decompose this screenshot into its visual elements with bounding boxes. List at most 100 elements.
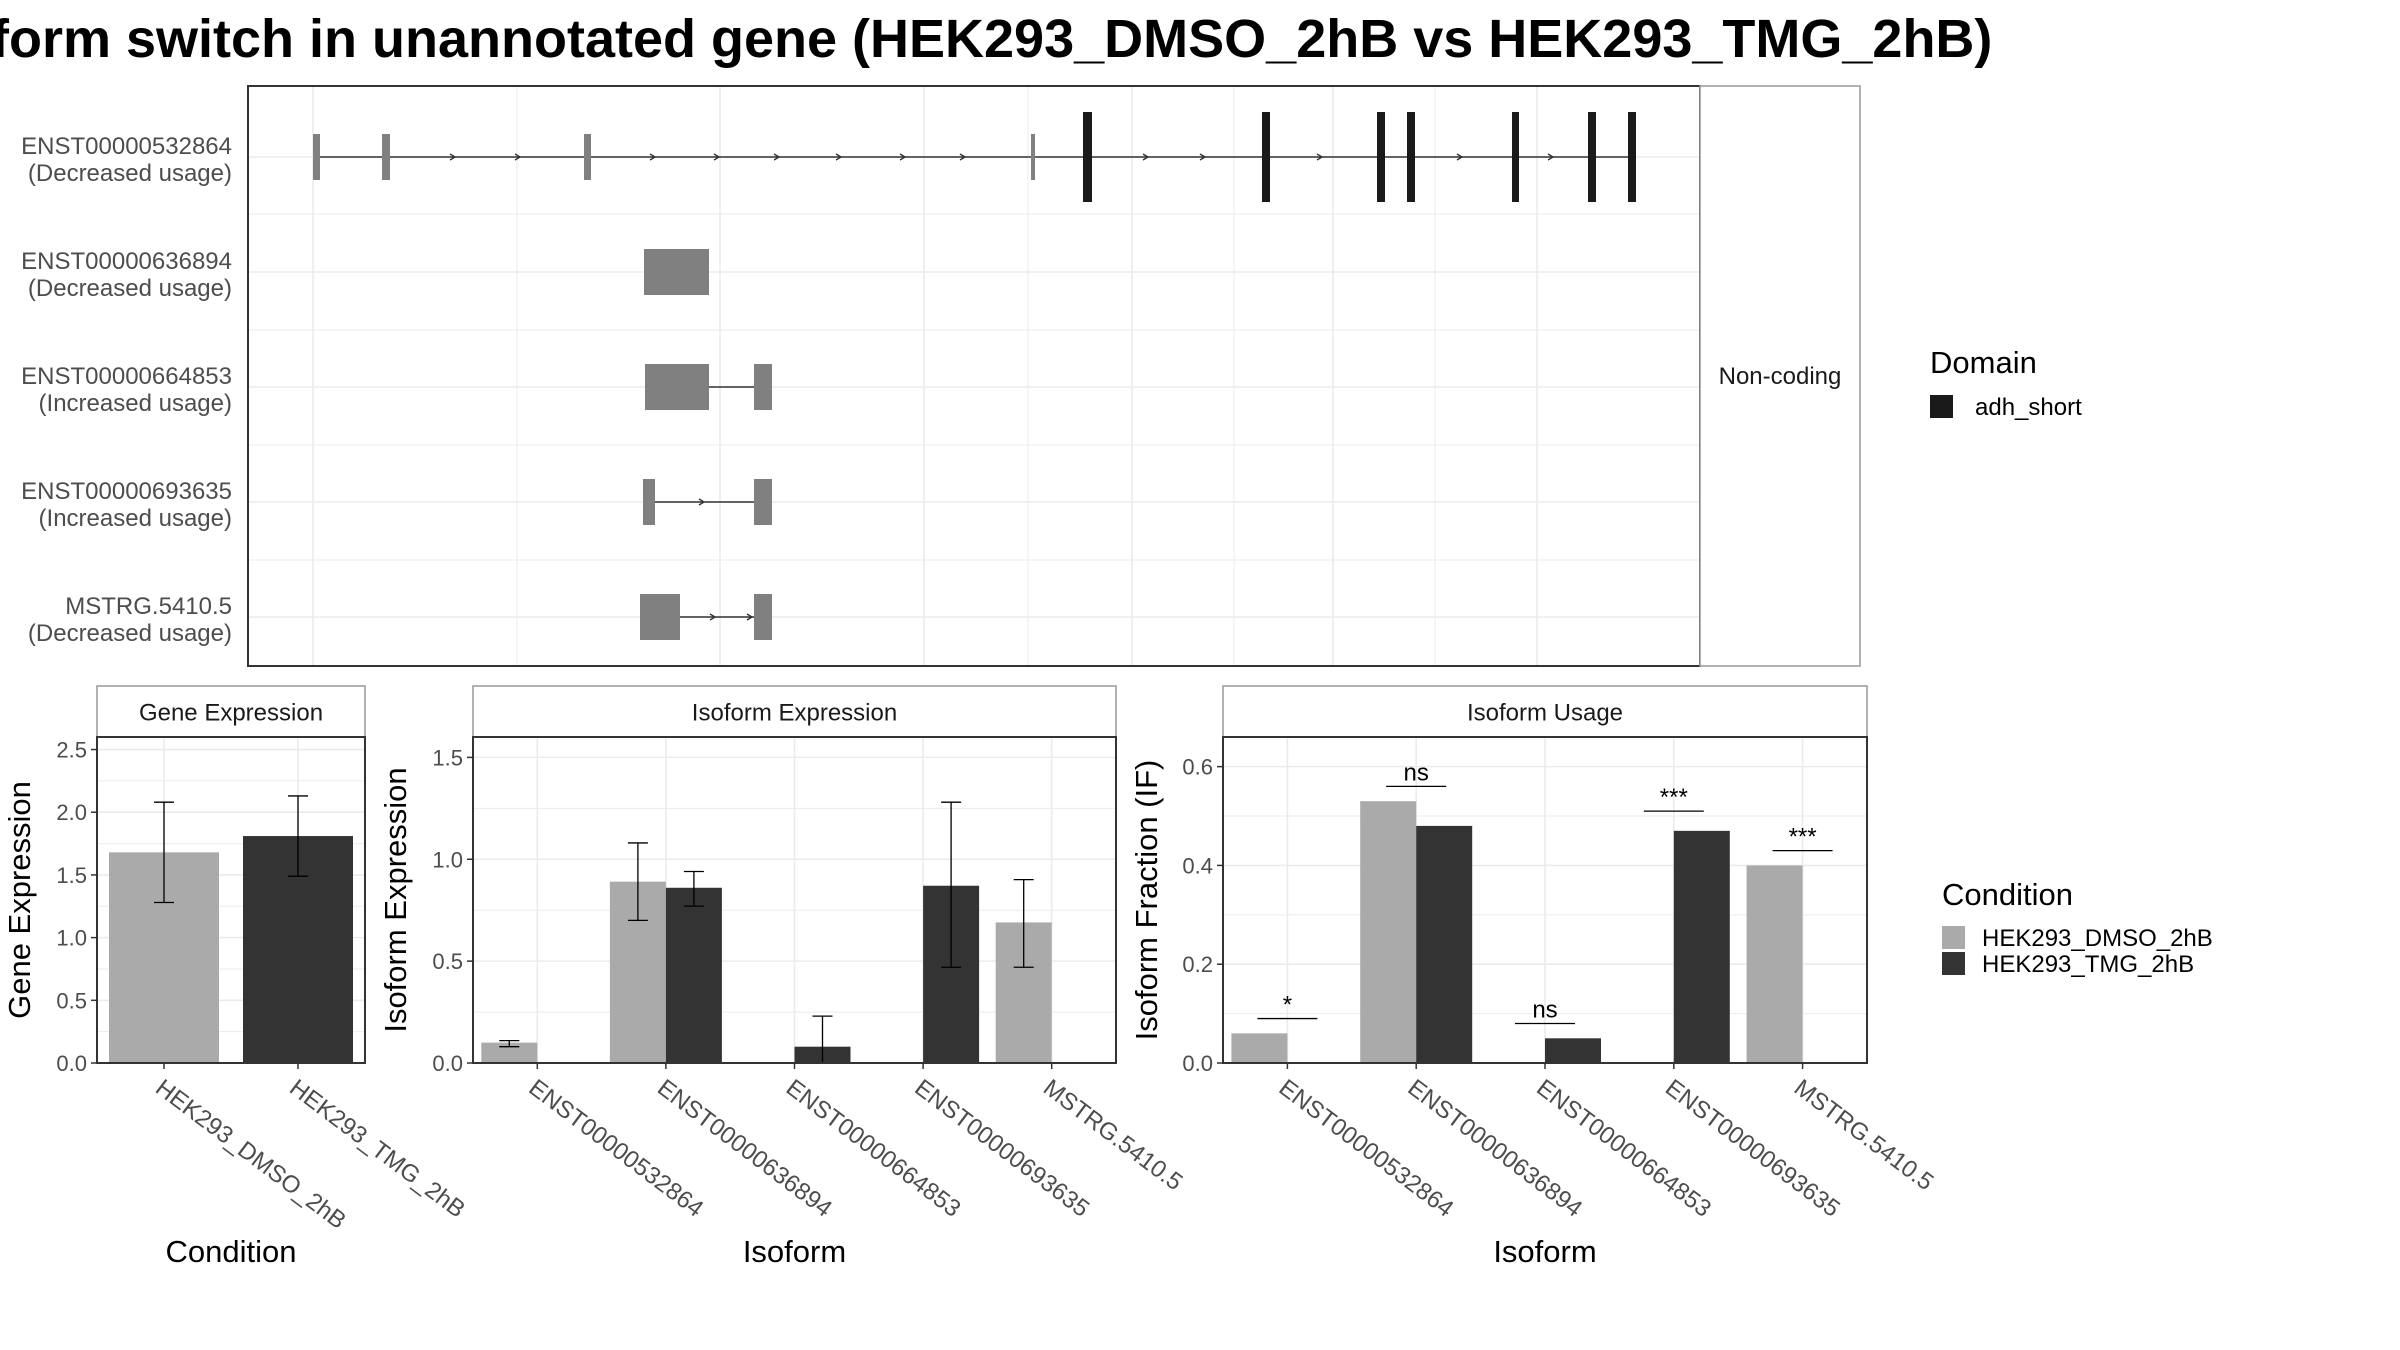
strand-arrow	[835, 153, 843, 161]
strand-arrow	[1199, 153, 1207, 161]
y-tick-label: 0.5	[56, 988, 87, 1013]
isoform-usage-panel: Isoform Usage*nsns******0.00.20.40.6ENST…	[1129, 685, 1938, 1269]
bar	[665, 887, 722, 1063]
strand-arrow	[1456, 153, 1464, 161]
strand-arrow	[449, 153, 457, 161]
strand-arrow	[899, 153, 907, 161]
structure-panel-background	[248, 86, 1700, 666]
panel-strip	[472, 685, 1117, 738]
figure-title: oform switch in unannotated gene (HEK293…	[0, 9, 1992, 69]
significance-label: ns	[1532, 996, 1557, 1023]
x-axis-title: Condition	[166, 1234, 297, 1269]
y-axis-title: Gene Expression	[2, 781, 37, 1019]
x-axis-title: Isoform	[1493, 1234, 1596, 1269]
panel-strip-label: Gene Expression	[139, 700, 323, 727]
domain-legend-title: Domain	[1930, 345, 2037, 380]
condition-legend-label-dmso: HEK293_DMSO_2hB	[1982, 925, 2213, 952]
strand-arrow	[514, 153, 522, 161]
strand-arrow	[649, 153, 657, 161]
y-axis-title: Isoform Expression	[378, 767, 413, 1032]
y-tick-label: 0.2	[1182, 952, 1213, 977]
exon	[754, 594, 772, 640]
y-tick-label: 0.0	[432, 1051, 463, 1076]
y-tick-label: 1.0	[56, 926, 87, 951]
significance-label: ***	[1789, 824, 1817, 851]
bars	[1231, 801, 1839, 1064]
region-strip-label: Non-coding	[1719, 363, 1842, 390]
panel-strip-label: Isoform Expression	[692, 700, 897, 727]
structure-tracks	[313, 112, 1636, 640]
y-tick-label: 2.5	[56, 738, 87, 763]
bars	[109, 795, 353, 1063]
exon	[640, 594, 680, 640]
strand-arrow	[959, 153, 967, 161]
isoform-id-label: ENST00000693635	[21, 478, 232, 505]
significance-label: *	[1283, 992, 1292, 1019]
isoform-expression-panel: Isoform Expression0.00.51.01.5ENST000005…	[378, 685, 1187, 1269]
domain-exon	[1407, 112, 1415, 202]
strand-arrow	[773, 153, 781, 161]
isoform-usage-label: (Decreased usage)	[28, 275, 232, 302]
domain-exon	[1377, 112, 1385, 202]
bar	[481, 1042, 538, 1063]
isoform-id-label: ENST00000636894	[21, 248, 232, 275]
exon	[754, 364, 772, 410]
condition-legend-title: Condition	[1942, 877, 2073, 912]
exon	[644, 249, 709, 295]
panel-border	[96, 736, 366, 1064]
y-tick-label: 0.0	[56, 1051, 87, 1076]
bar	[1360, 801, 1417, 1063]
y-tick-label: 1.5	[432, 745, 463, 770]
y-tick-label: 1.5	[56, 863, 87, 888]
domain-exon	[1083, 112, 1092, 202]
y-axis-title: Isoform Fraction (IF)	[1129, 760, 1164, 1041]
exon	[584, 134, 591, 180]
strand-arrow	[1316, 153, 1324, 161]
strand-arrow	[698, 498, 706, 506]
bar	[1673, 830, 1730, 1063]
exon	[643, 479, 655, 525]
y-tick-label: 0.4	[1182, 853, 1213, 878]
condition-legend-swatch-dmso	[1942, 926, 1965, 949]
bar	[1746, 865, 1803, 1063]
isoform-structure-panel: ENST00000532864(Decreased usage)ENST0000…	[21, 85, 1861, 667]
structure-y-labels: ENST00000532864(Decreased usage)ENST0000…	[21, 133, 232, 647]
domain-legend-swatch	[1930, 395, 1953, 418]
panel-strip	[1222, 685, 1868, 738]
bar	[1416, 825, 1473, 1063]
isoform-id-label: MSTRG.5410.5	[65, 593, 232, 620]
exon	[382, 134, 390, 180]
domain-exon	[1262, 112, 1270, 202]
y-tick-label: 1.0	[432, 847, 463, 872]
condition-legend: Condition HEK293_DMSO_2hB HEK293_TMG_2hB	[1942, 877, 2213, 978]
isoform-usage-label: (Increased usage)	[39, 505, 232, 532]
domain-legend: Domain adh_short	[1930, 345, 2082, 421]
significance-label: ***	[1660, 784, 1688, 811]
condition-legend-label-tmg: HEK293_TMG_2hB	[1982, 951, 2194, 978]
isoform-usage-label: (Decreased usage)	[28, 160, 232, 187]
bars	[481, 801, 1089, 1064]
panel-strip	[96, 685, 366, 738]
isoform-id-label: ENST00000664853	[21, 363, 232, 390]
isoform-id-label: ENST00000532864	[21, 133, 232, 160]
exon	[313, 134, 320, 180]
significance-label: ns	[1404, 759, 1429, 786]
domain-exon	[1512, 112, 1519, 202]
panel-strip-label: Isoform Usage	[1467, 700, 1623, 727]
strand-arrow	[713, 153, 721, 161]
x-axis-title: Isoform	[743, 1234, 846, 1269]
significance-marks: * ns ns *** ***	[1257, 759, 1833, 1025]
bar	[1545, 1038, 1601, 1063]
domain-exon	[1588, 112, 1596, 202]
domain-legend-label: adh_short	[1975, 394, 2082, 421]
y-tick-label: 2.0	[56, 800, 87, 825]
strand-arrow	[1142, 153, 1150, 161]
strand-arrow	[1547, 153, 1555, 161]
exon	[1031, 134, 1035, 180]
bar	[1231, 1033, 1288, 1063]
isoform-usage-label: (Increased usage)	[39, 390, 232, 417]
exon	[754, 479, 772, 525]
isoform-usage-label: (Decreased usage)	[28, 620, 232, 647]
exon	[645, 364, 709, 410]
